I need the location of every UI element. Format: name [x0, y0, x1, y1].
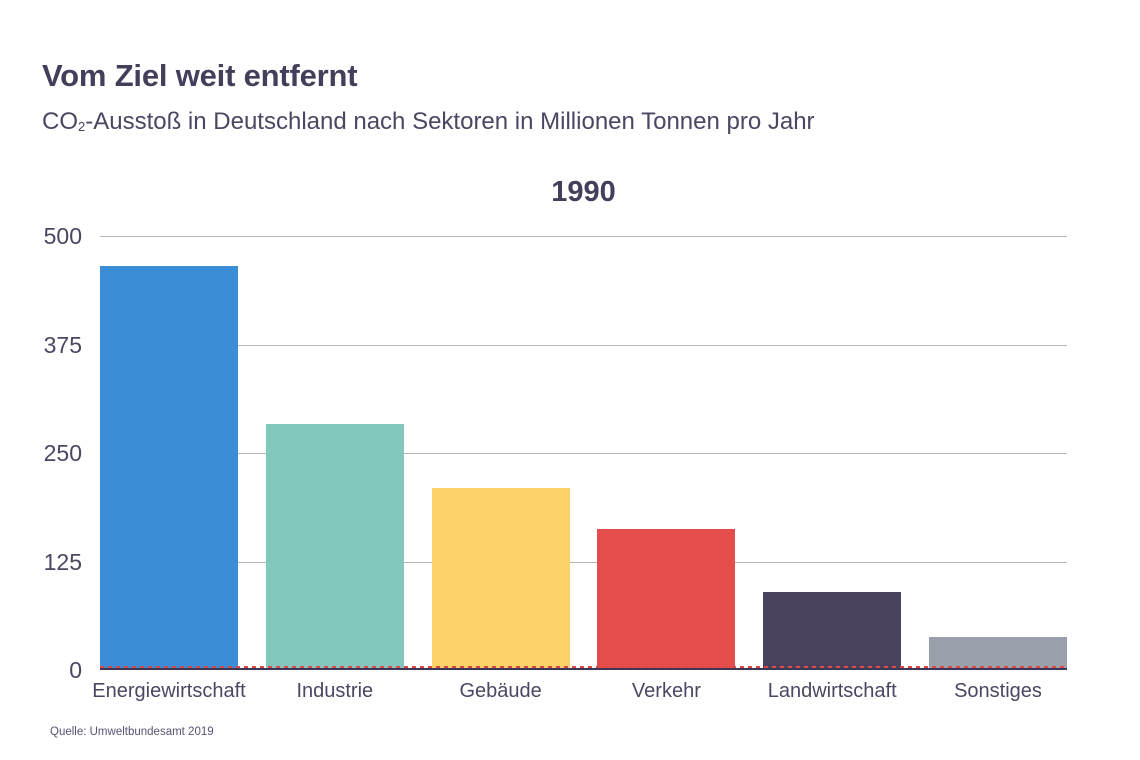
bar-landwirtschaft [763, 591, 902, 670]
x-axis-label-energiewirtschaft: Energiewirtschaft [92, 680, 246, 702]
x-axis-label-industrie: Industrie [296, 680, 374, 702]
y-axis-tick-125: 125 [43, 548, 82, 575]
subtitle-subscript-2: 2 [78, 119, 86, 134]
bar-verkehr [597, 528, 736, 670]
y-axis-tick-250: 250 [43, 440, 82, 466]
bar-sonstiges [929, 637, 1067, 670]
plot-area [100, 236, 1067, 670]
gridline-500 [100, 236, 1067, 237]
gridline-125 [100, 561, 1067, 563]
bar-industrie [265, 423, 404, 670]
x-axis-line [100, 668, 1067, 670]
gridline-250 [100, 453, 1067, 454]
x-axis-label-landwirtschaft: Landwirtschaft [767, 680, 897, 702]
gridline-375 [100, 344, 1067, 346]
y-axis-tick-375: 375 [43, 331, 82, 358]
x-axis-label-sonstiges: Sonstiges [954, 680, 1042, 702]
subtitle-rest: -Ausstoß in Deutschland nach Sektoren in… [85, 108, 815, 135]
x-axis-label-verkehr: Verkehr [631, 680, 701, 702]
year-label: 1990 [551, 176, 616, 208]
y-axis-tick-0: 0 [69, 657, 82, 683]
chart-title: Vom Ziel weit entfernt [42, 58, 358, 93]
chart-subtitle: CO2-Ausstoß in Deutschland nach Sektoren… [42, 108, 815, 136]
bar-gebäude [431, 487, 570, 670]
bar-energiewirtschaft [100, 265, 238, 670]
x-axis-label-gebäude: Gebäude [459, 680, 542, 702]
source-note: Quelle: Umweltbundesamt 2019 [50, 726, 214, 738]
subtitle-co: CO [42, 108, 78, 135]
y-axis-tick-500: 500 [43, 223, 82, 249]
zero-dashed-line [100, 666, 1067, 668]
